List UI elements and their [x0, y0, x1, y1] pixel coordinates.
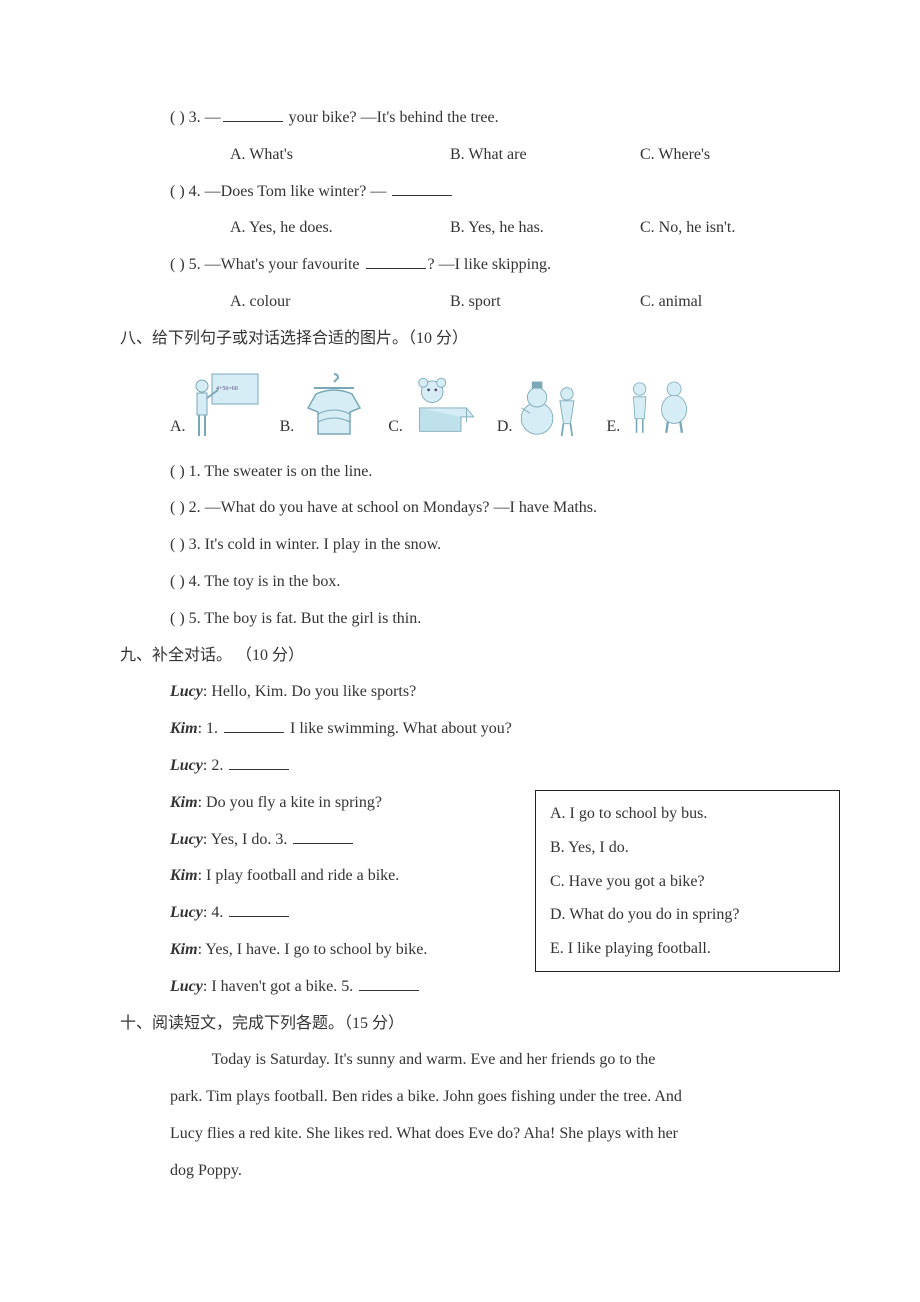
- img-A: 4+56=60: [190, 368, 262, 446]
- img-label-C: C.: [388, 409, 403, 446]
- dlg-2: Kim: 1. I like swimming. What about you?: [170, 711, 800, 748]
- q5-tail: ? —I like skipping.: [428, 256, 552, 273]
- blank-9-1: [224, 716, 284, 733]
- q5-optA: A. colour: [230, 284, 450, 321]
- q5-line: ( ) 5. —What's your favourite ? —I like …: [170, 247, 800, 284]
- q5-optC: C. animal: [640, 284, 800, 321]
- blank-9-3: [293, 827, 353, 844]
- q3-blank: [223, 105, 283, 122]
- img-label-D: D.: [497, 409, 513, 446]
- passage-l1: Today is Saturday. It's sunny and warm. …: [170, 1042, 800, 1079]
- q3-prefix: ( ) 3. —: [170, 109, 221, 126]
- blank-9-5: [359, 974, 419, 991]
- passage-l3: Lucy flies a red kite. She likes red. Wh…: [170, 1116, 800, 1153]
- passage-l4: dog Poppy.: [170, 1153, 800, 1190]
- sp-lucy4: Lucy: [170, 904, 203, 921]
- dlg-2t: : 1.: [198, 720, 222, 737]
- box-A: A. I go to school by bus.: [550, 797, 825, 831]
- sp-kim2: Kim: [170, 794, 198, 811]
- q3-optC: C. Where's: [640, 137, 800, 174]
- img-slot-B: B.: [280, 368, 371, 446]
- options-box: A. I go to school by bus. B. Yes, I do. …: [535, 790, 840, 972]
- q5-prefix: ( ) 5. —What's your favourite: [170, 256, 364, 273]
- img-D: [516, 368, 588, 446]
- dlg-6t: : I play football and ride a bike.: [198, 867, 400, 884]
- dlg-5t: : Yes, I do. 3.: [203, 831, 291, 848]
- sp-lucy2: Lucy: [170, 757, 203, 774]
- q4-line: ( ) 4. —Does Tom like winter? —: [170, 174, 800, 211]
- q3-tail: your bike? —It's behind the tree.: [285, 109, 499, 126]
- sp-lucy: Lucy: [170, 683, 203, 700]
- img-label-B: B.: [280, 409, 295, 446]
- sp-lucy5: Lucy: [170, 978, 203, 995]
- dialogue: Lucy: Hello, Kim. Do you like sports? Ki…: [170, 674, 800, 1005]
- q4-optC: C. No, he isn't.: [640, 210, 800, 247]
- dlg-1t: : Hello, Kim. Do you like sports?: [203, 683, 416, 700]
- img-C: [407, 368, 479, 446]
- section8-images: A. 4+56=60 B.: [170, 368, 800, 446]
- s8-item1: ( ) 1. The sweater is on the line.: [170, 454, 800, 491]
- q5-blank: [366, 252, 426, 269]
- dlg-3: Lucy: 2.: [170, 748, 800, 785]
- q5-options: A. colour B. sport C. animal: [230, 284, 800, 321]
- section10-title: 十、阅读短文，完成下列各题。（15 分）: [120, 1006, 800, 1043]
- q4-prefix: ( ) 4. —Does Tom like winter? —: [170, 183, 390, 200]
- img-slot-D: D.: [497, 368, 589, 446]
- box-E: E. I like playing football.: [550, 932, 825, 966]
- page: ( ) 3. — your bike? —It's behind the tre…: [0, 0, 920, 1250]
- box-B: B. Yes, I do.: [550, 831, 825, 865]
- s8-item4: ( ) 4. The toy is in the box.: [170, 564, 800, 601]
- sp-kim: Kim: [170, 720, 198, 737]
- q5-optB: B. sport: [450, 284, 640, 321]
- q3-optA: A. What's: [230, 137, 450, 174]
- blank-9-4: [229, 900, 289, 917]
- dlg-3t: : 2.: [203, 757, 227, 774]
- q3-optB: B. What are: [450, 137, 640, 174]
- dlg-1: Lucy: Hello, Kim. Do you like sports?: [170, 674, 800, 711]
- img-B: [298, 368, 370, 446]
- sp-kim3: Kim: [170, 867, 198, 884]
- board-text: 4+56=60: [216, 386, 238, 392]
- s8-item5: ( ) 5. The boy is fat. But the girl is t…: [170, 601, 800, 638]
- q4-optB: B. Yes, he has.: [450, 210, 640, 247]
- q4-optA: A. Yes, he does.: [230, 210, 450, 247]
- box-C: C. Have you got a bike?: [550, 865, 825, 899]
- box-D: D. What do you do in spring?: [550, 898, 825, 932]
- s8-item2: ( ) 2. —What do you have at school on Mo…: [170, 490, 800, 527]
- blank-9-2: [229, 753, 289, 770]
- section9-title: 九、补全对话。 （10 分）: [120, 638, 800, 675]
- q4-blank: [392, 179, 452, 196]
- passage: Today is Saturday. It's sunny and warm. …: [170, 1042, 800, 1189]
- dlg-7t: : 4.: [203, 904, 227, 921]
- dlg-8t: : Yes, I have. I go to school by bike.: [198, 941, 428, 958]
- img-slot-C: C.: [388, 368, 479, 446]
- q4-options: A. Yes, he does. B. Yes, he has. C. No, …: [230, 210, 800, 247]
- passage-l2: park. Tim plays football. Ben rides a bi…: [170, 1079, 800, 1116]
- img-label-E: E.: [606, 409, 620, 446]
- s8-item3: ( ) 3. It's cold in winter. I play in th…: [170, 527, 800, 564]
- img-slot-A: A. 4+56=60: [170, 368, 262, 446]
- dlg-4t: : Do you fly a kite in spring?: [198, 794, 382, 811]
- dlg-9t: : I haven't got a bike. 5.: [203, 978, 357, 995]
- dlg-9: Lucy: I haven't got a bike. 5.: [170, 969, 800, 1006]
- img-label-A: A.: [170, 409, 186, 446]
- sp-lucy3: Lucy: [170, 831, 203, 848]
- sp-kim4: Kim: [170, 941, 198, 958]
- img-E: [624, 368, 696, 446]
- img-slot-E: E.: [606, 368, 696, 446]
- dlg-2c: I like swimming. What about you?: [286, 720, 512, 737]
- q3-options: A. What's B. What are C. Where's: [230, 137, 800, 174]
- q3-line: ( ) 3. — your bike? —It's behind the tre…: [170, 100, 800, 137]
- section8-title: 八、给下列句子或对话选择合适的图片。（10 分）: [120, 321, 800, 358]
